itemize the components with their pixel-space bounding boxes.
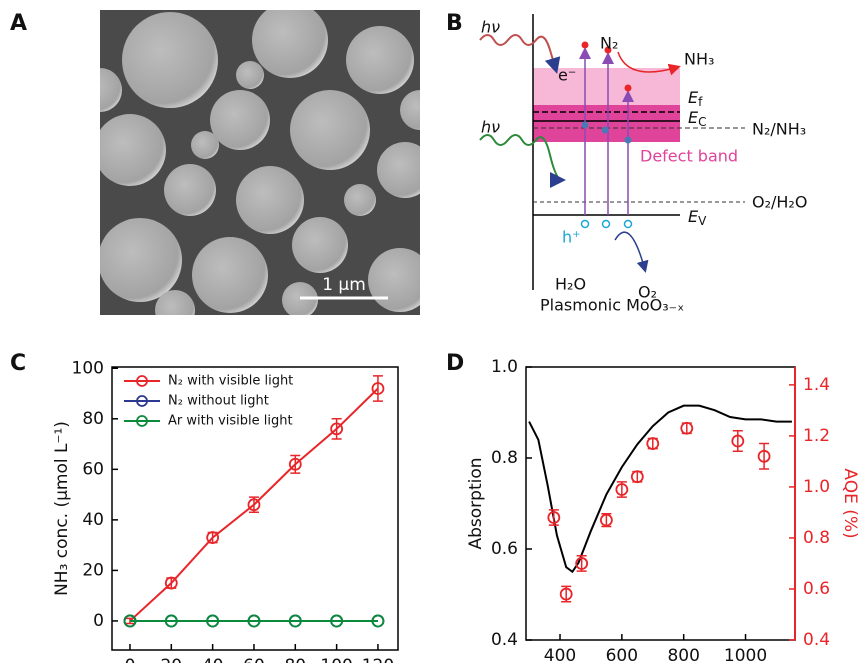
subscript: f <box>698 95 703 109</box>
photon-label: hν <box>481 118 500 137</box>
panel-label: A <box>10 11 27 36</box>
error-bar <box>373 376 383 401</box>
defect-band-label: Defect band <box>640 147 738 166</box>
x-tick-label: 800 <box>667 646 699 663</box>
y2-tick-label: 0.6 <box>803 579 830 599</box>
x-tick-label: 400 <box>544 646 576 663</box>
y2-tick-label: 1.4 <box>803 375 830 395</box>
photon-label: hν <box>481 18 500 37</box>
y-tick-label: 1.0 <box>491 357 518 377</box>
subscript: C <box>698 115 706 129</box>
ec-label: EC <box>688 108 707 129</box>
h2o-label: H₂O <box>555 275 586 294</box>
x-tick-label: 100 <box>320 656 352 663</box>
y-tick-label: 0.8 <box>491 448 518 468</box>
band-diagram: hν hν N₂ NH₃ e⁻ Ef EC N₂/NH₃ Defect band… <box>480 14 807 315</box>
error-bar <box>332 419 342 439</box>
y-tick-label: 0.4 <box>491 630 518 650</box>
x-tick-label: 60 <box>243 656 265 663</box>
panel-label: D <box>446 351 464 376</box>
x-tick-label: 1000 <box>724 646 767 663</box>
x-tick-label: 600 <box>606 646 638 663</box>
y-axis-label: Absorption <box>466 457 486 549</box>
y-tick-label: 40 <box>82 510 104 530</box>
y-tick-label: 20 <box>82 560 104 580</box>
x-tick-label: 120 <box>362 656 394 663</box>
error-bar <box>759 444 769 470</box>
y-tick-label: 80 <box>82 409 104 429</box>
y-tick-label: 100 <box>72 358 104 378</box>
y-tick-label: 0.6 <box>491 539 518 559</box>
subscript: V <box>698 214 707 228</box>
x-tick-label: 40 <box>202 656 224 663</box>
ev-label: EV <box>688 207 707 228</box>
n2-label: N₂ <box>600 34 618 53</box>
x-tick-label: 80 <box>284 656 306 663</box>
x-tick-label: 0 <box>125 656 136 663</box>
scale-bar-label: 1 μm <box>322 275 366 295</box>
diagram-caption: Plasmonic MoO₃₋ₓ <box>540 296 684 315</box>
y-axis-label: NH₃ conc. (μmol L⁻¹) <box>52 421 72 596</box>
legend-label: N₂ without light <box>168 394 269 409</box>
y-tick-label: 60 <box>82 459 104 479</box>
y2-tick-label: 0.4 <box>803 630 830 650</box>
series-line <box>529 406 792 572</box>
o2-h2o-label: O₂/H₂O <box>752 193 807 212</box>
x-tick-label: 20 <box>160 656 182 663</box>
legend-label: Ar with visible light <box>168 414 293 429</box>
y-tick-label: 0 <box>93 611 104 631</box>
electron-label: e⁻ <box>558 66 576 85</box>
panel-label: B <box>446 11 463 36</box>
error-bar <box>733 431 743 451</box>
n2-nh3-label: N₂/NH₃ <box>752 120 806 139</box>
nh3-label: NH₃ <box>684 50 714 69</box>
y2-tick-label: 1.0 <box>803 477 830 497</box>
hole-label: h⁺ <box>562 228 581 247</box>
y2-tick-label: 1.2 <box>803 426 830 446</box>
panel-label: C <box>10 351 26 376</box>
ef-label: Ef <box>688 88 703 109</box>
y2-axis-label: AQE (%) <box>840 468 860 538</box>
sem-image: 1 μm <box>78 2 440 330</box>
figure: A B C D 1 μm h <box>0 0 860 663</box>
y2-tick-label: 0.8 <box>803 528 830 548</box>
legend-label: N₂ with visible light <box>168 374 293 389</box>
